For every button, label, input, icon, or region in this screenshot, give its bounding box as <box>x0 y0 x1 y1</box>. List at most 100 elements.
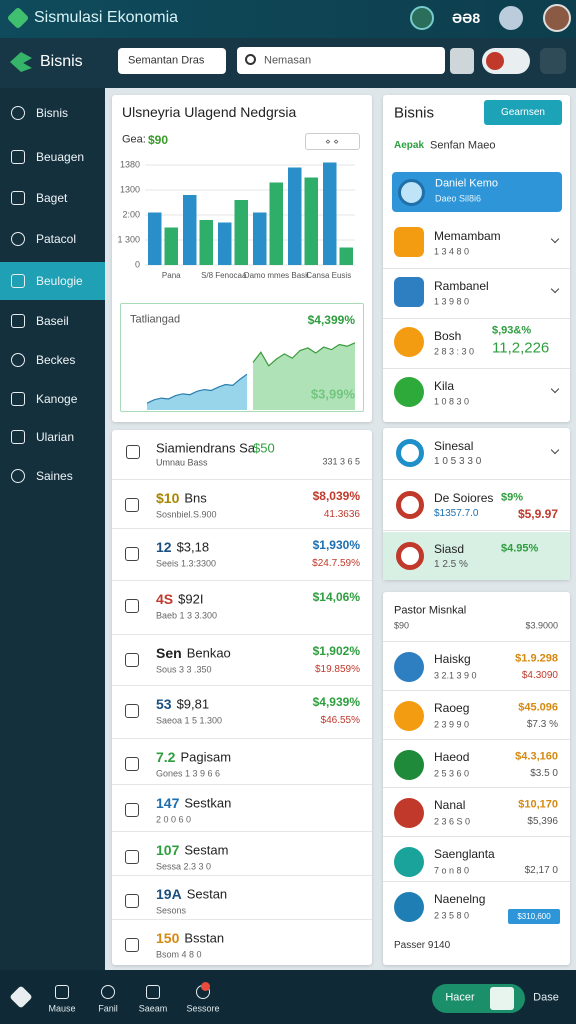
item-title[interactable]: Siasd <box>434 542 465 556</box>
panel-subtitle: Umnau Bass <box>156 457 208 468</box>
row-sub: 2 3 5 8 0 <box>434 910 470 921</box>
nav-item[interactable]: Beckes <box>36 353 76 367</box>
row-value: $10,170 <box>518 798 558 811</box>
panel-title: Ulsneyria Ulagend Nedgrsia <box>122 104 297 120</box>
search-box[interactable] <box>237 47 445 74</box>
icon <box>394 377 424 407</box>
divider <box>383 479 570 480</box>
divider <box>112 738 372 739</box>
item-title[interactable]: Kila <box>434 379 455 393</box>
row-title[interactable]: Naenelng <box>434 892 486 906</box>
avatar[interactable] <box>410 6 434 30</box>
area-box <box>120 303 364 412</box>
row-value: $45.096 <box>518 701 558 714</box>
row-number: 12 <box>156 539 172 555</box>
item-title[interactable]: De Soiores <box>434 491 494 505</box>
panel-footer: Passer 9140 <box>394 940 451 951</box>
primary-button[interactable] <box>484 100 562 125</box>
row-sub: Sosnbiel.S.900 <box>156 509 217 520</box>
nav-item[interactable]: Saines <box>36 469 73 483</box>
row-change: $5,396 <box>527 816 558 827</box>
panel-subtitle: $90 <box>394 620 410 631</box>
nav-item[interactable]: Patacol <box>36 232 77 246</box>
nav-label[interactable]: Sessore <box>186 1003 220 1014</box>
nav-item[interactable]: Kanoge <box>36 392 78 406</box>
row-value: $8,039% <box>312 489 360 503</box>
row-change: $24.7.59% <box>312 558 360 569</box>
bar-chart <box>145 162 355 266</box>
nav-label[interactable]: Mause <box>48 1003 76 1014</box>
row-title[interactable]: Haeod <box>434 750 470 764</box>
area <box>253 342 355 410</box>
nav-label[interactable]: Fanil <box>98 1003 118 1014</box>
nav-label[interactable]: Saeam <box>138 1003 168 1014</box>
row-title[interactable]: Nanal <box>434 798 466 812</box>
item-subtitle: 1 3 4 8 0 <box>434 246 470 257</box>
row-title[interactable]: Saenglanta <box>434 847 495 861</box>
area-line <box>146 373 248 404</box>
nav-end[interactable]: Dase <box>533 991 559 1004</box>
icon <box>126 445 140 459</box>
icon <box>125 704 139 718</box>
search-icon <box>245 54 256 65</box>
row-button[interactable] <box>508 909 560 924</box>
item-change: $5,9.97 <box>517 507 558 521</box>
nav-icon <box>11 150 25 164</box>
settings-button[interactable] <box>540 48 566 74</box>
item-title[interactable]: Memambam <box>434 229 501 243</box>
divider <box>112 784 372 785</box>
clear-button[interactable] <box>450 48 474 74</box>
icon <box>394 798 424 828</box>
row-sub: Baeb 1 3 3.300 <box>156 610 218 621</box>
row-value: $4.3,160 <box>515 750 558 763</box>
nav-item[interactable]: Ularian <box>36 430 75 444</box>
action-label[interactable]: Hacer <box>445 991 475 1004</box>
row-sub: 2 3 6 S 0 <box>434 816 471 827</box>
button-label: $310,600 <box>517 912 551 921</box>
nav-icon <box>11 314 25 328</box>
nav-icon <box>101 985 115 999</box>
area-chart <box>146 342 356 410</box>
nav-item[interactable]: Beuagen <box>36 150 85 164</box>
item-sub: 1 0 5 3 3 0 <box>434 456 482 467</box>
bar <box>253 212 267 265</box>
item-subtitle: 1 3 9 8 0 <box>434 296 470 307</box>
icon <box>394 652 424 682</box>
avatar[interactable] <box>499 6 523 30</box>
item-title[interactable]: Sinesal <box>434 439 474 453</box>
item-title[interactable]: Rambanel <box>434 279 489 293</box>
avatar[interactable] <box>543 4 571 32</box>
nav-icon <box>11 469 25 483</box>
dropdown[interactable] <box>118 48 226 74</box>
item-subtitle: 2 8 3 : 3 0 <box>434 346 475 357</box>
summary-label: Gea: <box>122 133 146 146</box>
row-title[interactable]: Raoeg <box>434 701 470 715</box>
nav-item[interactable]: Baget <box>36 191 68 205</box>
nav-item[interactable]: Beulogie <box>36 274 83 288</box>
featured-title: Daniel Kemo <box>435 177 498 190</box>
panel-title: Pastor Misnkal <box>394 604 467 617</box>
item-subtitle: 1 0 8 3 0 <box>434 396 470 407</box>
item-title[interactable]: Bosh <box>434 329 462 343</box>
icon <box>396 491 424 519</box>
nav-item[interactable]: Baseil <box>36 314 69 328</box>
filter-box[interactable] <box>305 133 360 150</box>
row-title[interactable]: Haiskg <box>434 652 471 666</box>
row-label: Pagisam <box>180 749 232 765</box>
row-sub: 2 3 9 9 0 <box>434 719 470 730</box>
icon <box>394 892 424 922</box>
row-change: $4.3090 <box>521 670 558 681</box>
bar <box>183 195 197 265</box>
row-label: $9,81 <box>176 696 210 712</box>
divider <box>383 641 570 642</box>
nav-item[interactable]: Bisnis <box>36 106 69 120</box>
nav-icon <box>55 985 69 999</box>
row-label: $92I <box>178 591 204 607</box>
item-value: $,93&% <box>492 324 532 337</box>
axis-label: 1300 <box>119 184 140 195</box>
nav-icon <box>11 430 25 444</box>
divider <box>383 787 570 788</box>
row-value: $1,902% <box>312 644 360 658</box>
row-value: $14,06% <box>312 590 360 604</box>
row-sub: 2 0 0 6 0 <box>156 814 192 825</box>
